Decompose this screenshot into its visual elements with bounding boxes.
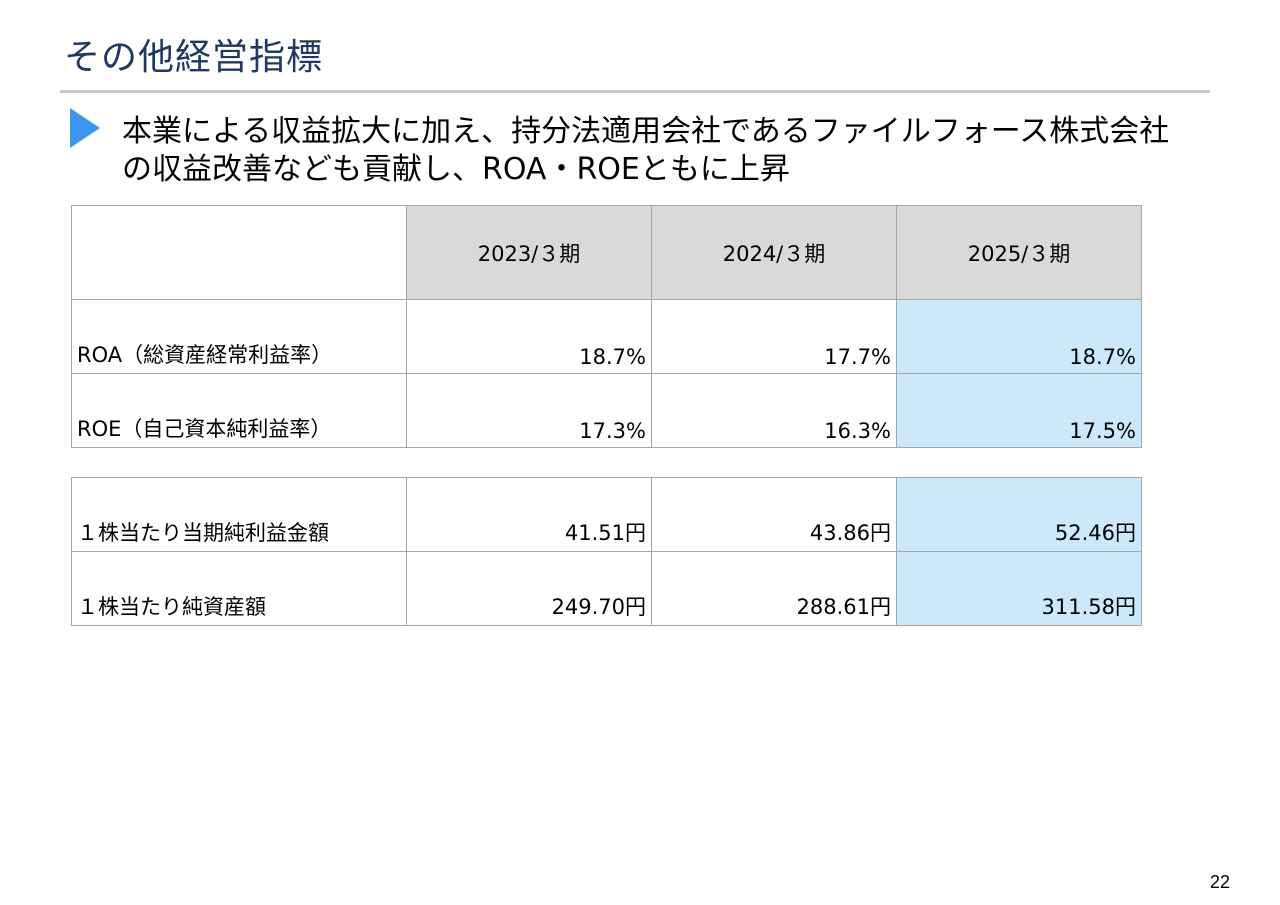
bps-fy2025: 311.58円 xyxy=(896,551,1142,626)
table-row: １株当たり当期純利益金額 41.51円 43.86円 52.46円 xyxy=(71,477,1142,552)
row-label-roa: ROA（総資産経常利益率） xyxy=(71,299,407,374)
roa-fy2025: 18.7% xyxy=(896,299,1142,374)
roe-fy2024: 16.3% xyxy=(651,373,897,448)
eps-fy2023: 41.51円 xyxy=(406,477,652,552)
bps-fy2023: 249.70円 xyxy=(406,551,652,626)
eps-fy2025: 52.46円 xyxy=(896,477,1142,552)
eps-fy2024: 43.86円 xyxy=(651,477,897,552)
table-row: ROA（総資産経常利益率） 18.7% 17.7% 18.7% xyxy=(71,299,1142,374)
roe-fy2025: 17.5% xyxy=(896,373,1142,448)
triangle-bullet-icon xyxy=(70,108,100,148)
header-row: 2023/３期 2024/３期 2025/３期 xyxy=(71,205,1142,300)
bps-fy2024: 288.61円 xyxy=(651,551,897,626)
row-label-eps: １株当たり当期純利益金額 xyxy=(71,477,407,552)
ratio-table: 2023/３期 2024/３期 2025/３期 ROA（総資産経常利益率） 18… xyxy=(71,205,1142,448)
roe-fy2023: 17.3% xyxy=(406,373,652,448)
lead-statement: 本業による収益拡大に加え、持分法適用会社であるファイルフォース株式会社の収益改善… xyxy=(122,114,1170,187)
page-number: 22 xyxy=(1209,872,1230,892)
header-fy2023: 2023/３期 xyxy=(406,205,652,300)
header-blank-cell xyxy=(71,205,407,300)
row-label-bps: １株当たり純資産額 xyxy=(71,551,407,626)
header-fy2025: 2025/３期 xyxy=(896,205,1142,300)
table-row: １株当たり純資産額 249.70円 288.61円 311.58円 xyxy=(71,551,1142,626)
row-label-roe: ROE（自己資本純利益率） xyxy=(71,373,407,448)
table-row: ROE（自己資本純利益率） 17.3% 16.3% 17.5% xyxy=(71,373,1142,448)
title-divider xyxy=(60,90,1210,93)
roa-fy2023: 18.7% xyxy=(406,299,652,374)
per-share-table: １株当たり当期純利益金額 41.51円 43.86円 52.46円 １株当たり純… xyxy=(71,477,1142,626)
roa-fy2024: 17.7% xyxy=(651,299,897,374)
header-fy2024: 2024/３期 xyxy=(651,205,897,300)
page-title: その他経営指標 xyxy=(64,37,324,78)
